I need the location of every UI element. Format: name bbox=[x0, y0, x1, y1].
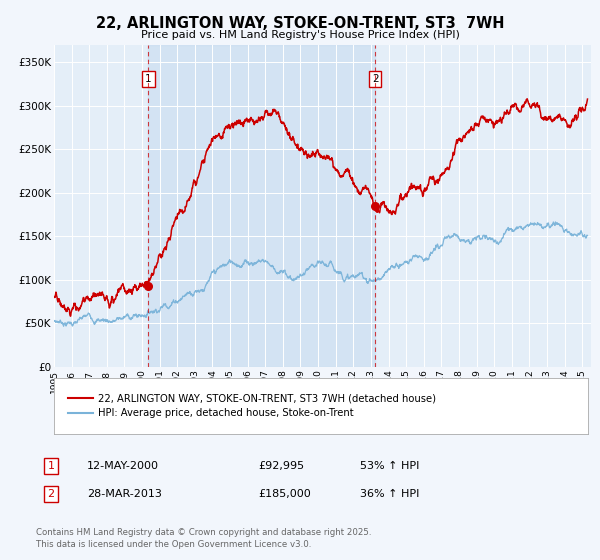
Text: 2: 2 bbox=[47, 489, 55, 499]
Text: 28-MAR-2013: 28-MAR-2013 bbox=[87, 489, 162, 499]
Text: 12-MAY-2000: 12-MAY-2000 bbox=[87, 461, 159, 471]
Text: 36% ↑ HPI: 36% ↑ HPI bbox=[360, 489, 419, 499]
Text: 1: 1 bbox=[145, 73, 152, 83]
Text: £92,995: £92,995 bbox=[258, 461, 304, 471]
Text: Price paid vs. HM Land Registry's House Price Index (HPI): Price paid vs. HM Land Registry's House … bbox=[140, 30, 460, 40]
Bar bbox=[148, 45, 375, 367]
Text: 1: 1 bbox=[47, 461, 55, 471]
Text: 22, ARLINGTON WAY, STOKE-ON-TRENT, ST3  7WH: 22, ARLINGTON WAY, STOKE-ON-TRENT, ST3 7… bbox=[96, 16, 504, 31]
Legend: 22, ARLINGTON WAY, STOKE-ON-TRENT, ST3 7WH (detached house), HPI: Average price,: 22, ARLINGTON WAY, STOKE-ON-TRENT, ST3 7… bbox=[64, 390, 440, 422]
Text: 53% ↑ HPI: 53% ↑ HPI bbox=[360, 461, 419, 471]
Text: Contains HM Land Registry data © Crown copyright and database right 2025.
This d: Contains HM Land Registry data © Crown c… bbox=[36, 528, 371, 549]
Text: £185,000: £185,000 bbox=[258, 489, 311, 499]
Text: 2: 2 bbox=[372, 73, 379, 83]
